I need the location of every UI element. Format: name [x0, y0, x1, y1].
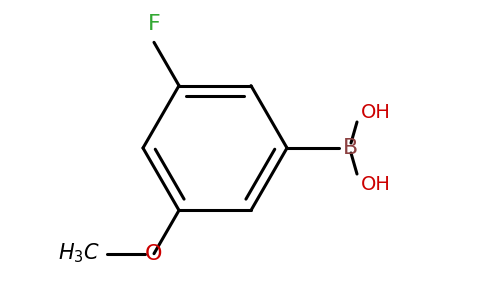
- Text: O: O: [145, 244, 163, 264]
- Text: $H_3C$: $H_3C$: [58, 242, 100, 266]
- Text: F: F: [148, 14, 160, 34]
- Text: OH: OH: [361, 175, 391, 194]
- Text: B: B: [343, 138, 358, 158]
- Text: OH: OH: [361, 103, 391, 122]
